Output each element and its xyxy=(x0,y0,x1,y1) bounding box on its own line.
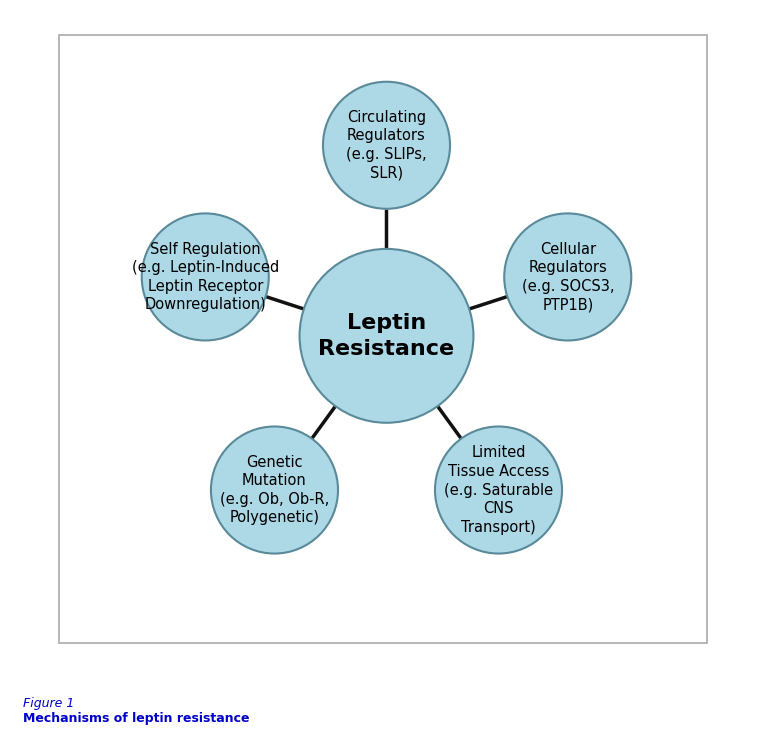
Circle shape xyxy=(211,426,338,554)
Text: Figure 1: Figure 1 xyxy=(23,698,74,710)
Circle shape xyxy=(323,82,450,209)
FancyBboxPatch shape xyxy=(59,35,707,643)
Circle shape xyxy=(504,213,632,340)
Text: Self Regulation
(e.g. Leptin-Induced
Leptin Receptor
Downregulation): Self Regulation (e.g. Leptin-Induced Lep… xyxy=(131,241,279,312)
Text: Limited
Tissue Access
(e.g. Saturable
CNS
Transport): Limited Tissue Access (e.g. Saturable CN… xyxy=(444,445,553,535)
Circle shape xyxy=(300,249,473,423)
Text: Mechanisms of leptin resistance: Mechanisms of leptin resistance xyxy=(23,713,250,725)
Circle shape xyxy=(141,213,269,340)
Text: Circulating
Regulators
(e.g. SLIPs,
SLR): Circulating Regulators (e.g. SLIPs, SLR) xyxy=(346,110,427,181)
Text: Cellular
Regulators
(e.g. SOCS3,
PTP1B): Cellular Regulators (e.g. SOCS3, PTP1B) xyxy=(522,241,614,312)
Circle shape xyxy=(435,426,562,554)
Text: Leptin
Resistance: Leptin Resistance xyxy=(318,313,455,359)
Text: Genetic
Mutation
(e.g. Ob, Ob-R,
Polygenetic): Genetic Mutation (e.g. Ob, Ob-R, Polygen… xyxy=(220,455,329,525)
